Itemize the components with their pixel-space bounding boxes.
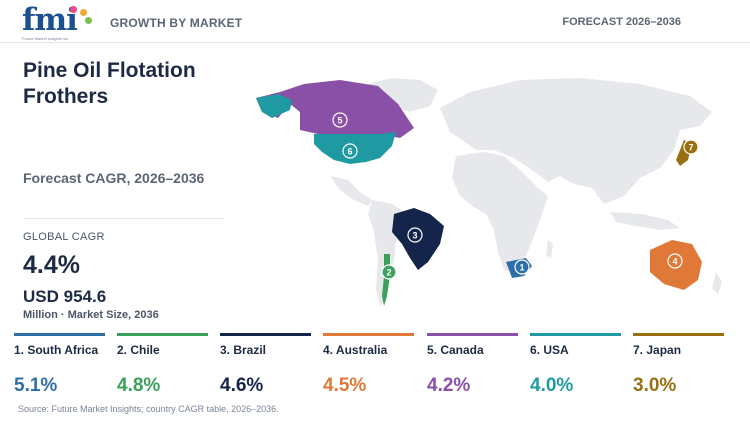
fmi-logo[interactable]: fmi Future Market Insights inc. (22, 2, 92, 41)
card-accent-bar (427, 333, 518, 336)
divider (23, 218, 225, 219)
forecast-label: FORECAST 2026–2036 (562, 16, 681, 28)
country-card-usa[interactable]: 6. USA 4.0% (530, 333, 621, 401)
page-title: Pine Oil Flotation Frothers (23, 59, 196, 108)
card-country-name: 4. Australia (323, 343, 388, 357)
card-accent-bar (117, 333, 208, 336)
section-label: GROWTH BY MARKET (110, 16, 243, 30)
canada-region (256, 80, 414, 138)
card-accent-bar (633, 333, 724, 336)
marker-japan[interactable]: 7 (683, 139, 699, 155)
card-cagr-value: 4.2% (427, 375, 471, 396)
card-country-name: 3. Brazil (220, 343, 267, 357)
madagascar-shape (546, 240, 553, 258)
card-country-name: 6. USA (530, 343, 569, 357)
card-accent-bar (220, 333, 311, 336)
europe-asia-shape (440, 78, 712, 204)
country-card-chile[interactable]: 2. Chile 4.8% (117, 333, 208, 401)
marker-label: 3 (412, 231, 417, 241)
card-cagr-value: 4.6% (220, 375, 264, 396)
card-cagr-value: 4.0% (530, 375, 574, 396)
global-cagr-value: 4.4% (23, 251, 80, 279)
marker-south-africa[interactable]: 1 (514, 259, 530, 275)
card-cagr-value: 4.5% (323, 375, 367, 396)
global-cagr-label: GLOBAL CAGR (23, 231, 105, 243)
country-cards: 1. South Africa 5.1% 2. Chile 4.8% 3. Br… (14, 333, 750, 401)
world-map: 1 2 3 4 5 6 7 (256, 78, 722, 306)
marker-label: 2 (386, 268, 391, 278)
logo-dot-icon (70, 6, 77, 13)
card-country-name: 5. Canada (427, 343, 484, 357)
marker-label: 4 (672, 257, 677, 267)
country-card-canada[interactable]: 5. Canada 4.2% (427, 333, 518, 401)
indonesia-shape (610, 212, 680, 230)
source-note: Source: Future Market Insights; country … (18, 404, 279, 414)
marker-australia[interactable]: 4 (667, 253, 683, 269)
central-america-shape (330, 176, 372, 206)
country-card-australia[interactable]: 4. Australia 4.5% (323, 333, 414, 401)
card-cagr-value: 3.0% (633, 375, 677, 396)
logo-wordmark: fmi (22, 2, 78, 38)
logo-dot-icon (80, 9, 87, 16)
region-markers: 1 2 3 4 5 6 7 (332, 112, 699, 280)
top-bar: fmi Future Market Insights inc. GROWTH B… (0, 0, 750, 43)
marker-label: 6 (347, 147, 352, 157)
marker-usa[interactable]: 6 (342, 143, 358, 159)
card-cagr-value: 5.1% (14, 375, 58, 396)
marker-label: 1 (519, 263, 524, 273)
card-accent-bar (323, 333, 414, 336)
country-card-japan[interactable]: 7. Japan 3.0% (633, 333, 724, 401)
greenland-shape (368, 78, 438, 112)
card-accent-bar (530, 333, 621, 336)
country-card-south-africa[interactable]: 1. South Africa 5.1% (14, 333, 105, 401)
marker-label: 5 (337, 116, 342, 126)
marker-chile[interactable]: 2 (381, 264, 397, 280)
marker-canada[interactable]: 5 (332, 112, 348, 128)
card-accent-bar (14, 333, 105, 336)
logo-dot-icon (85, 17, 92, 24)
marker-brazil[interactable]: 3 (407, 227, 423, 243)
card-country-name: 7. Japan (633, 343, 682, 357)
africa-shape (452, 152, 548, 272)
marker-label: 7 (688, 143, 693, 153)
market-size-value: USD 954.6 (23, 287, 107, 306)
logo-tagline: Future Market Insights inc. (22, 36, 70, 41)
card-country-name: 2. Chile (117, 343, 160, 357)
card-country-name: 1. South Africa (14, 343, 99, 357)
cagr-period-label: Forecast CAGR, 2026–2036 (23, 170, 205, 186)
card-cagr-value: 4.8% (117, 375, 161, 396)
alaska-region (256, 94, 292, 118)
market-size-note: Million · Market Size, 2036 (23, 309, 159, 321)
new-zealand-shape (712, 272, 722, 294)
country-card-brazil[interactable]: 3. Brazil 4.6% (220, 333, 311, 401)
